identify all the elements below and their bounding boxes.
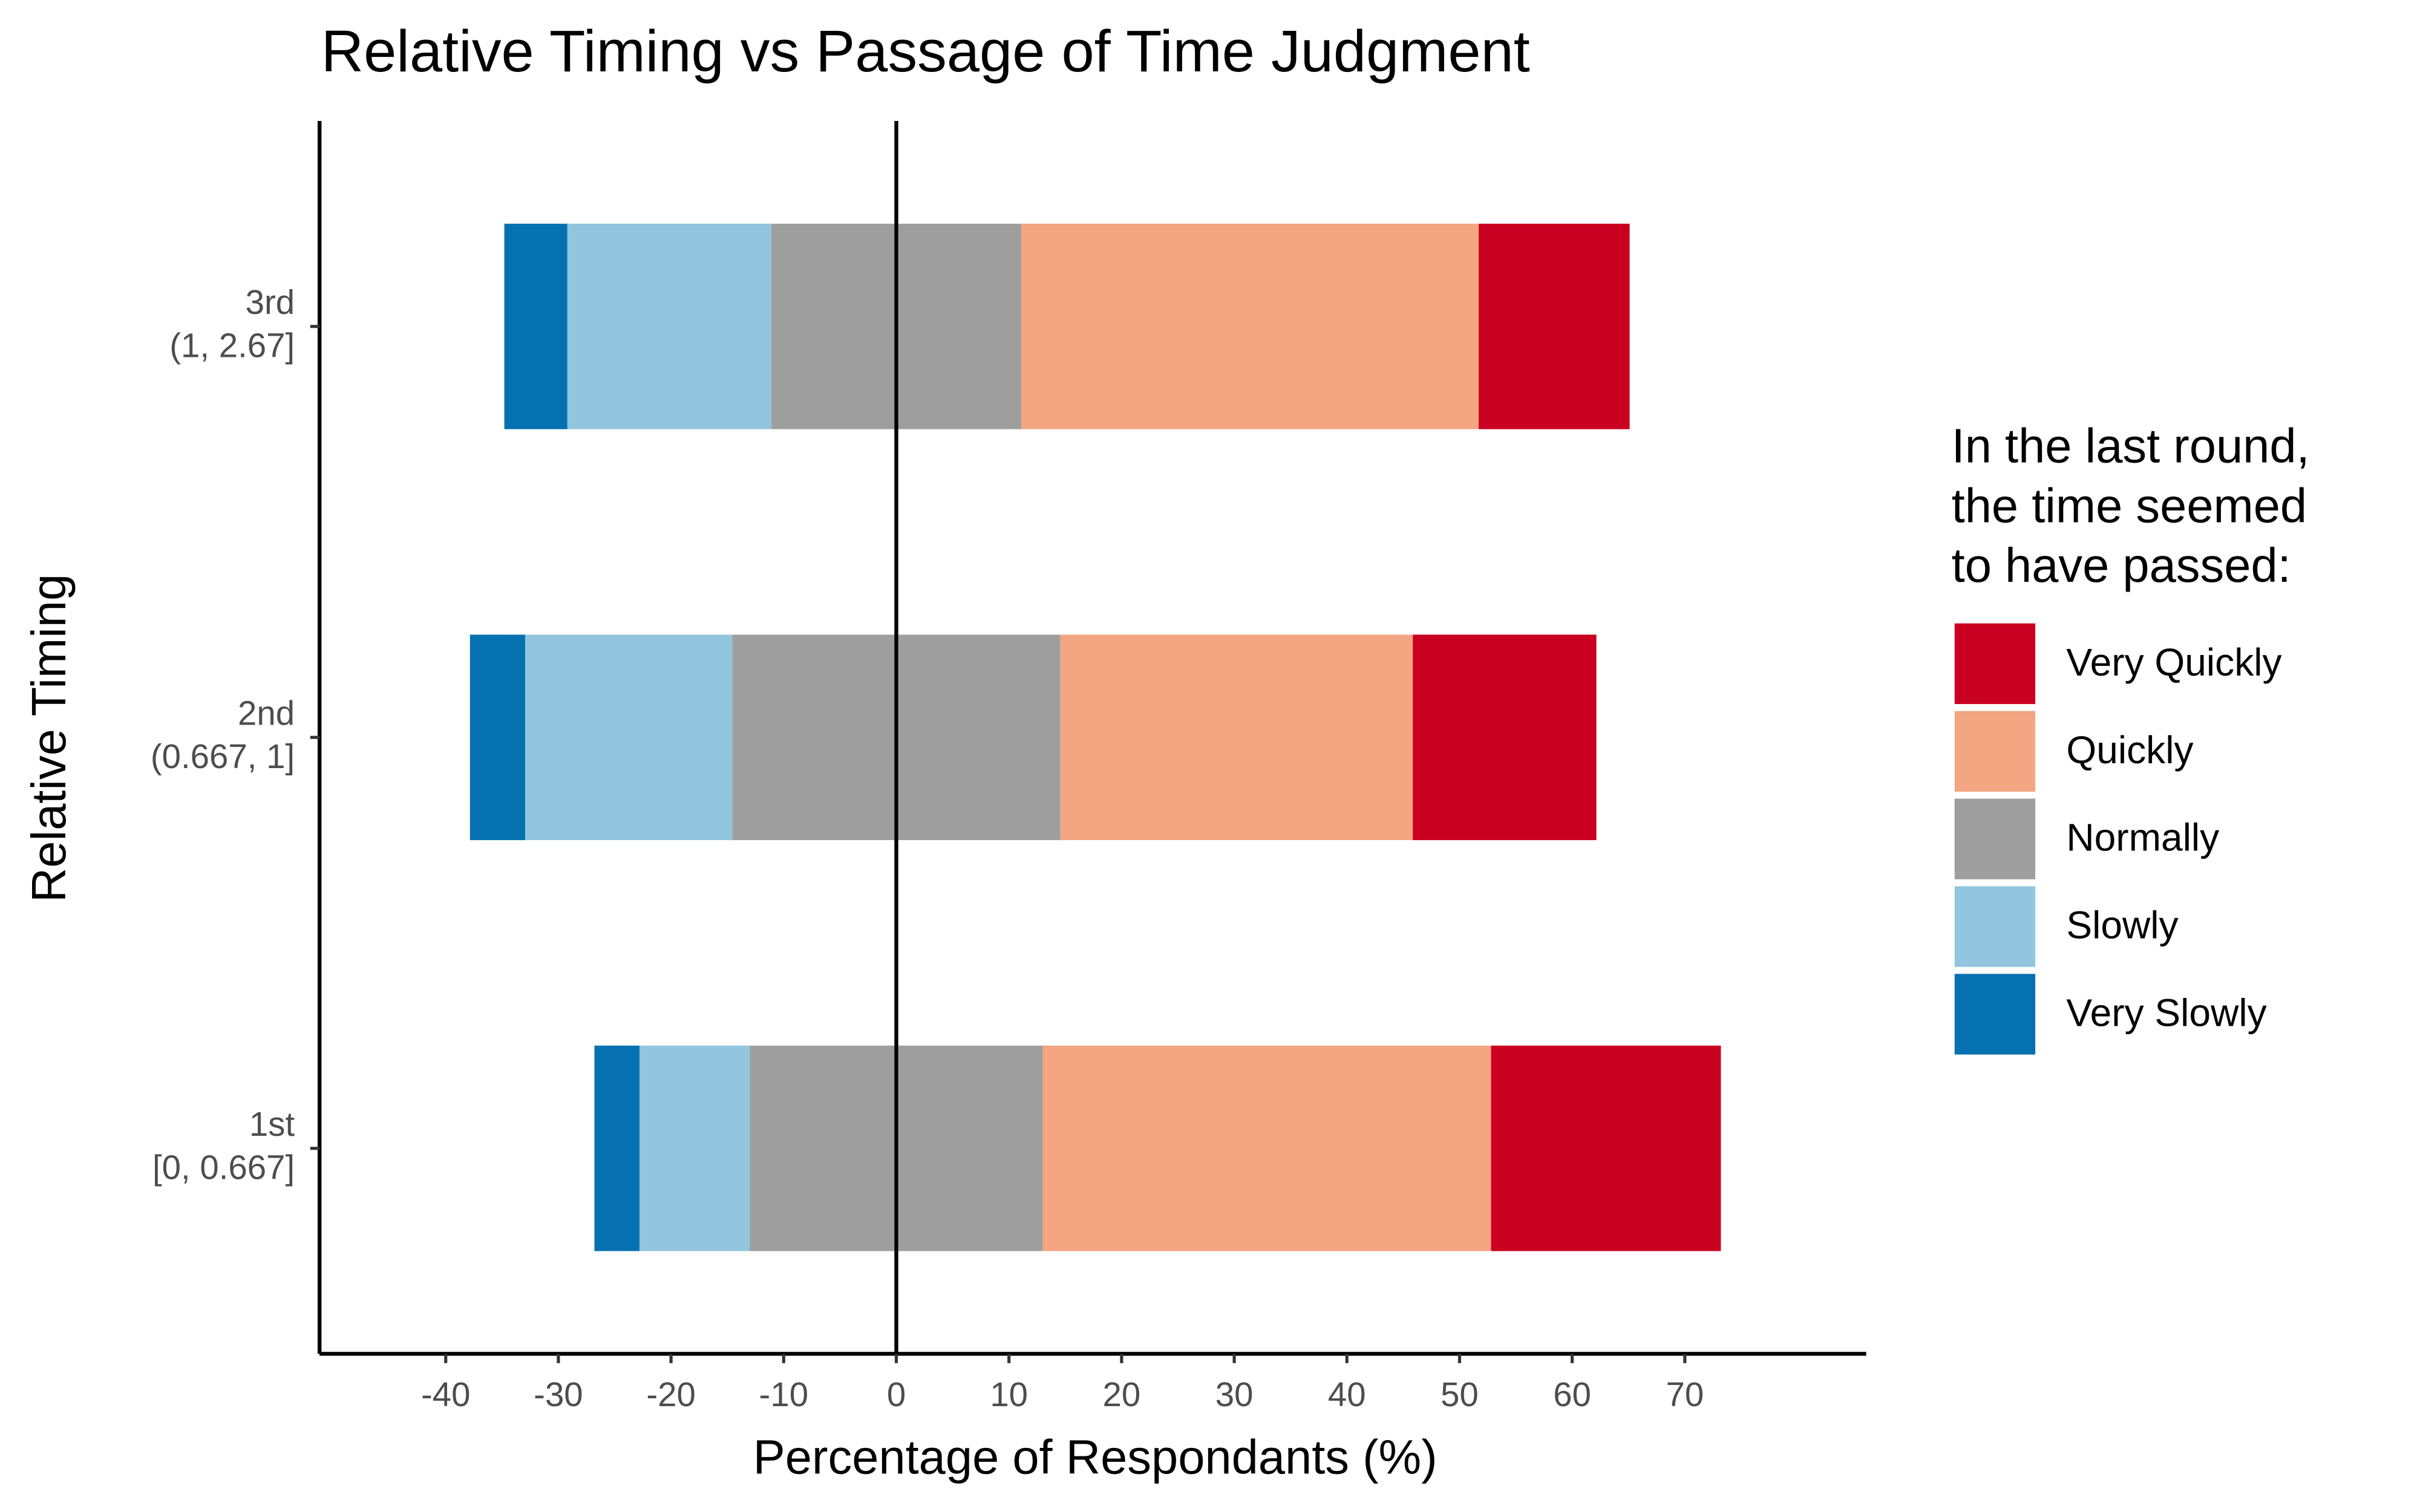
bar-segment: [1042, 1045, 1491, 1251]
bar-segment: [567, 223, 771, 429]
bar-segment: [469, 634, 526, 841]
bar-segment: [504, 223, 567, 429]
legend-label: Very Slowly: [2066, 991, 2266, 1034]
legend-swatch: [1954, 886, 2036, 967]
x-axis-label: Percentage of Respondants (%): [753, 1430, 1437, 1484]
bar-segment: [1413, 634, 1597, 841]
x-tick-label: 40: [1328, 1375, 1366, 1413]
legend-swatch: [1954, 974, 2036, 1055]
bar-segment: [1479, 223, 1630, 429]
legend-title: In the last round, the time seemed to have…: [1952, 419, 2310, 592]
x-tick-label: 30: [1215, 1375, 1254, 1413]
bar-segment: [639, 1045, 750, 1251]
x-tick-label: -40: [421, 1375, 471, 1413]
chart-title: Relative Timing vs Passage of Time Judgm…: [321, 18, 1530, 84]
legend-swatch: [1954, 711, 2036, 792]
y-tick-label: 3rd (1, 2.67]: [169, 283, 295, 365]
bar-segment: [525, 634, 733, 841]
legend-swatch: [1954, 798, 2036, 879]
x-tick-label: -10: [759, 1375, 809, 1413]
x-tick-label: 50: [1441, 1375, 1479, 1413]
legend-swatch: [1954, 623, 2036, 705]
bar-segment: [594, 1045, 639, 1251]
y-axis-label: Relative Timing: [22, 574, 76, 902]
bar-segment: [1491, 1045, 1721, 1251]
x-tick-label: 10: [990, 1375, 1028, 1413]
legend-label: Slowly: [2066, 904, 2178, 947]
y-tick-label: 2nd (0.667, 1]: [151, 694, 295, 775]
x-tick-label: 20: [1103, 1375, 1141, 1413]
x-tick-label: 60: [1553, 1375, 1591, 1413]
bar-segment: [1060, 634, 1413, 841]
legend-label: Very Quickly: [2066, 640, 2281, 684]
x-tick-label: -20: [646, 1375, 696, 1413]
x-tick-label: 70: [1666, 1375, 1704, 1413]
y-tick-label: 1st [0, 0.667]: [152, 1105, 295, 1187]
legend-label: Normally: [2066, 816, 2219, 859]
x-tick-label: -30: [534, 1375, 583, 1413]
bar-segment: [1021, 223, 1479, 429]
x-tick-label: 0: [887, 1375, 906, 1413]
legend-label: Quickly: [2066, 728, 2193, 772]
